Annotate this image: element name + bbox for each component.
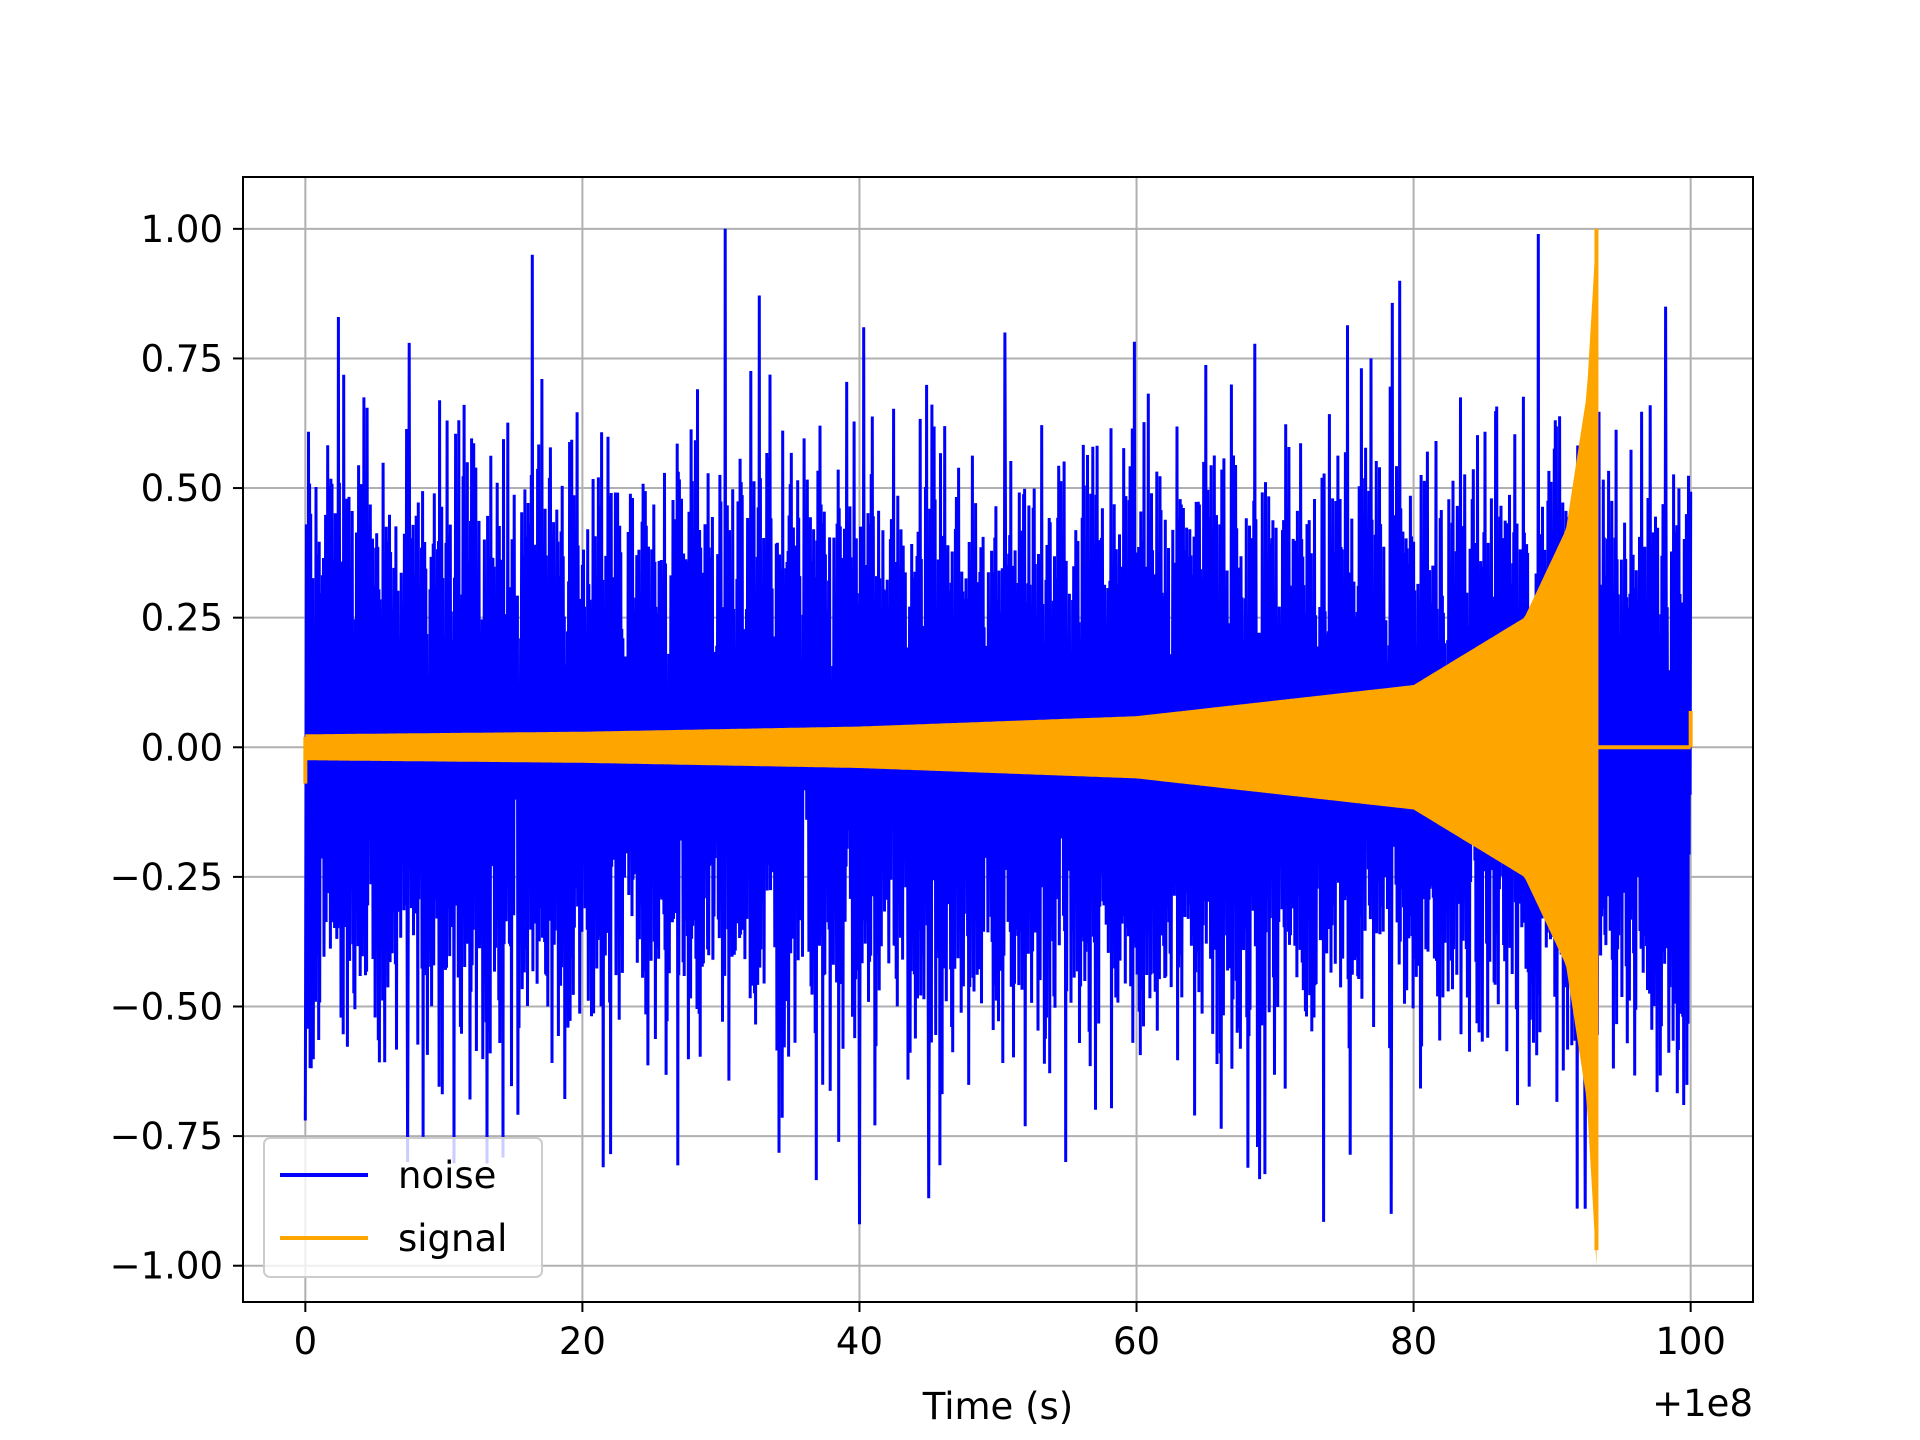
x-tick-label: 0 [294, 1320, 318, 1363]
y-tick-label: −1.00 [110, 1245, 223, 1288]
legend-signal-label: signal [398, 1217, 507, 1260]
x-tick-label: 80 [1390, 1320, 1437, 1363]
legend[interactable]: noise signal [263, 1137, 543, 1278]
y-tick-label: 0.00 [141, 726, 223, 769]
y-tick-label: −0.75 [110, 1115, 223, 1158]
legend-noise-label: noise [398, 1154, 496, 1197]
signal-series-envelope [305, 228, 1597, 1266]
y-tick-label: 0.50 [141, 467, 223, 510]
y-tick-label: −0.25 [110, 856, 223, 899]
y-axis-ticks: 1.00 0.75 0.50 0.25 0.00 −0.25 −0.50 −0.75 −1.00 [110, 208, 243, 1288]
plot-area [303, 228, 1693, 1266]
x-axis-ticks: 0 20 40 60 80 100 [294, 1302, 1726, 1363]
x-axis-offset-label: +1e8 [1652, 1382, 1753, 1425]
x-tick-label: 100 [1655, 1320, 1726, 1363]
plot-frame [242, 176, 1754, 1303]
x-tick-label: 40 [836, 1320, 883, 1363]
signal-series-line [303, 228, 1693, 1251]
y-tick-label: 0.75 [141, 337, 223, 380]
x-tick-label: 60 [1113, 1320, 1160, 1363]
y-tick-label: 1.00 [141, 208, 223, 251]
x-axis-label: Time (s) [922, 1385, 1073, 1428]
x-tick-label: 20 [559, 1320, 606, 1363]
legend-box [263, 1137, 543, 1278]
y-tick-label: −0.50 [110, 985, 223, 1028]
y-tick-label: 0.25 [141, 597, 223, 640]
